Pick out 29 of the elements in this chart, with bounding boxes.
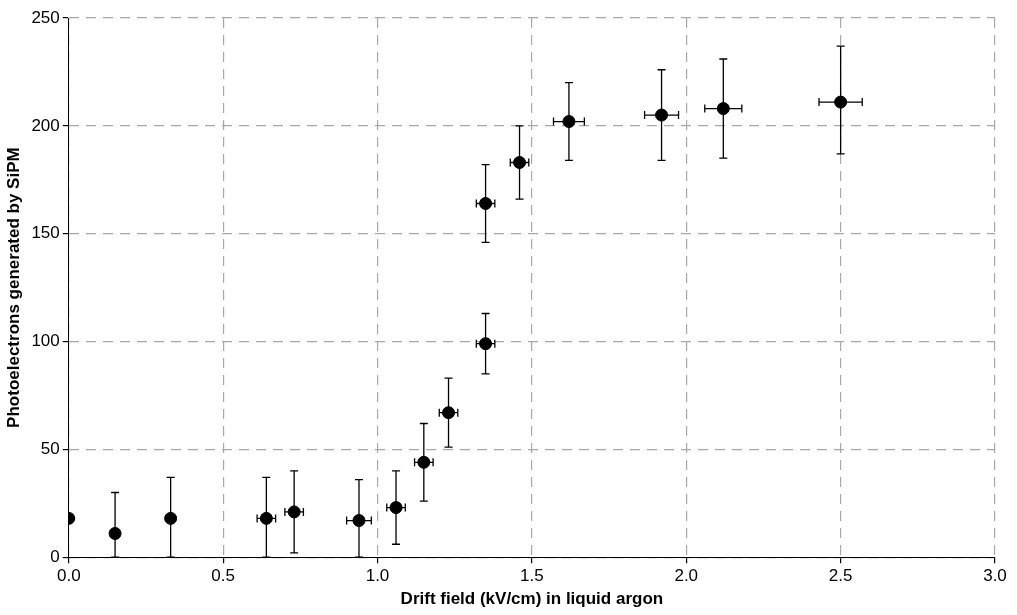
x-tick-label: 3.0 bbox=[983, 566, 1007, 586]
point bbox=[716, 102, 730, 116]
point bbox=[352, 514, 366, 528]
point bbox=[562, 115, 576, 129]
y-tick-label: 50 bbox=[40, 439, 60, 459]
point bbox=[164, 511, 178, 525]
x-tick-label: 1.0 bbox=[365, 566, 390, 586]
point bbox=[108, 526, 122, 540]
x-tick-label: 0.0 bbox=[56, 566, 81, 586]
point bbox=[259, 511, 273, 525]
point bbox=[655, 108, 669, 122]
point bbox=[287, 505, 301, 519]
point bbox=[442, 406, 456, 420]
y-tick-label: 150 bbox=[31, 223, 60, 243]
x-tick-label: 1.5 bbox=[520, 566, 544, 586]
point bbox=[513, 156, 527, 170]
point bbox=[834, 95, 848, 109]
y-axis-title: Photoelectrons generated by SiPM bbox=[3, 147, 23, 428]
x-axis-title: Drift field (kV/cm) in liquid argon bbox=[400, 589, 664, 609]
y-tick-label: 100 bbox=[31, 331, 60, 351]
y-tick-label: 250 bbox=[31, 7, 60, 27]
point bbox=[479, 337, 493, 351]
x-tick-label: 2.5 bbox=[828, 566, 853, 586]
x-tick-label: 2.0 bbox=[674, 566, 699, 586]
x-tick-label: 0.5 bbox=[211, 566, 235, 586]
point bbox=[479, 196, 493, 210]
point bbox=[417, 455, 431, 469]
y-tick-label: 0 bbox=[50, 546, 60, 566]
y-tick-label: 200 bbox=[31, 115, 60, 135]
